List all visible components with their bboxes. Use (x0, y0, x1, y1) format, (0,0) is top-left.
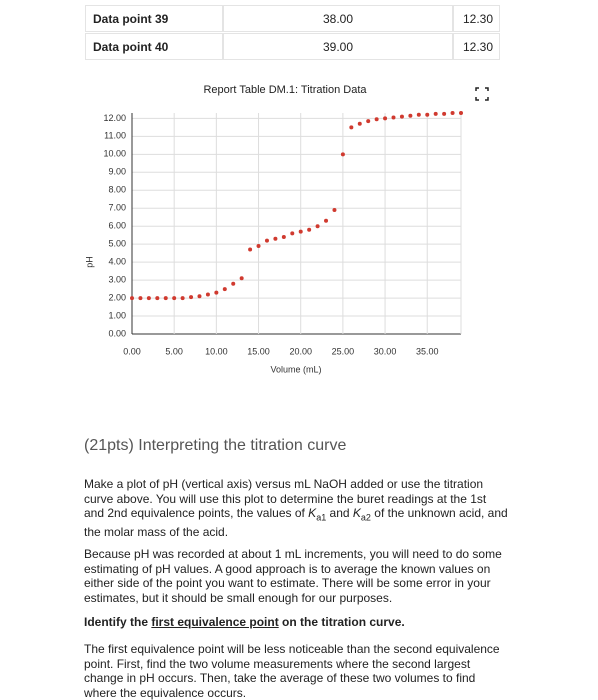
y-tick-label: 8.00 (108, 185, 126, 195)
text: and (326, 506, 353, 520)
data-point (324, 218, 329, 223)
data-point (163, 296, 168, 301)
data-point (273, 236, 278, 241)
data-point (383, 116, 388, 121)
table-cell: Data point 39 (85, 5, 223, 32)
y-axis-label: pH (84, 256, 94, 268)
text: K (308, 506, 317, 520)
y-tick-label: 5.00 (108, 239, 126, 249)
y-tick-label: 2.00 (108, 292, 126, 302)
text: a2 (360, 512, 371, 523)
data-point (399, 114, 404, 119)
data-point (180, 296, 185, 301)
x-tick-label: 35.00 (416, 346, 439, 356)
text: of the unknown acid, and the molar mass … (84, 506, 508, 539)
data-point (340, 152, 345, 157)
paragraph: Because pH was recorded at about 1 mL in… (84, 547, 502, 605)
data-point (366, 119, 371, 124)
data-point (189, 295, 194, 300)
data-point (298, 229, 303, 234)
table-cell: 39.00 (223, 33, 453, 60)
data-point (222, 287, 227, 292)
data-point (349, 125, 354, 130)
x-axis-label: Volume (mL) (270, 364, 321, 374)
data-point (332, 208, 337, 213)
table-cell: Data point 40 (85, 33, 223, 60)
data-point (256, 243, 261, 248)
data-point (146, 296, 151, 301)
data-point (130, 296, 134, 301)
x-tick-label: 15.00 (247, 346, 270, 356)
y-tick-label: 12.00 (103, 113, 126, 123)
y-tick-label: 3.00 (108, 274, 126, 284)
y-tick-label: 6.00 (108, 221, 126, 231)
paragraph: Make a plot of pH (vertical axis) versus… (84, 477, 509, 539)
text: a1 (316, 512, 327, 523)
table-cell: 38.00 (223, 5, 453, 32)
text: first equivalence point (151, 615, 279, 629)
x-tick-label: 5.00 (165, 346, 183, 356)
data-point (231, 281, 236, 286)
data-point (433, 111, 438, 116)
x-tick-label: 20.00 (289, 346, 312, 356)
paragraph: The first equivalence point will be less… (84, 642, 500, 700)
expand-icon[interactable] (475, 87, 489, 101)
y-tick-label: 9.00 (108, 167, 126, 177)
data-point (290, 231, 295, 236)
data-point (138, 296, 143, 301)
x-tick-label: 25.00 (332, 346, 355, 356)
data-point (214, 290, 219, 295)
x-tick-label: 10.00 (205, 346, 228, 356)
x-tick-label: 0.00 (123, 346, 141, 356)
text: Make a plot of pH (vertical axis) versus… (84, 477, 487, 520)
y-tick-label: 10.00 (103, 149, 126, 159)
x-tick-label: 30.00 (374, 346, 397, 356)
y-tick-label: 7.00 (108, 203, 126, 213)
data-point (416, 112, 421, 117)
y-tick-label: 0.00 (108, 328, 126, 338)
data-point (281, 234, 286, 239)
data-point (197, 294, 202, 299)
data-point (459, 111, 463, 115)
data-point (442, 111, 447, 116)
data-point (374, 117, 379, 122)
text: Identify the (84, 615, 152, 629)
y-tick-label: 1.00 (108, 310, 126, 320)
data-point (357, 121, 362, 126)
text: K (352, 506, 361, 520)
data-point (307, 227, 312, 232)
data-point (425, 112, 430, 117)
y-tick-label: 4.00 (108, 257, 126, 267)
paragraph: Identify the first equivalence point on … (84, 615, 509, 630)
data-point (239, 276, 244, 281)
y-tick-label: 11.00 (104, 131, 126, 141)
chart-title: Report Table DM.1: Titration Data (203, 84, 367, 96)
text: on the titration curve. (278, 615, 405, 629)
data-point (172, 296, 177, 301)
data-point (264, 238, 269, 243)
section-heading: (21pts) Interpreting the titration curve (84, 437, 347, 454)
table-cell: 12.30 (453, 33, 500, 60)
data-point (205, 292, 210, 297)
data-point (391, 115, 396, 120)
data-point (450, 111, 455, 115)
data-point (315, 224, 320, 229)
data-point (155, 296, 160, 301)
table-cell: 12.30 (453, 5, 500, 32)
data-point (408, 113, 413, 118)
data-point (248, 247, 253, 252)
chart: Report Table DM.1: Titration Data Volume… (84, 84, 489, 374)
